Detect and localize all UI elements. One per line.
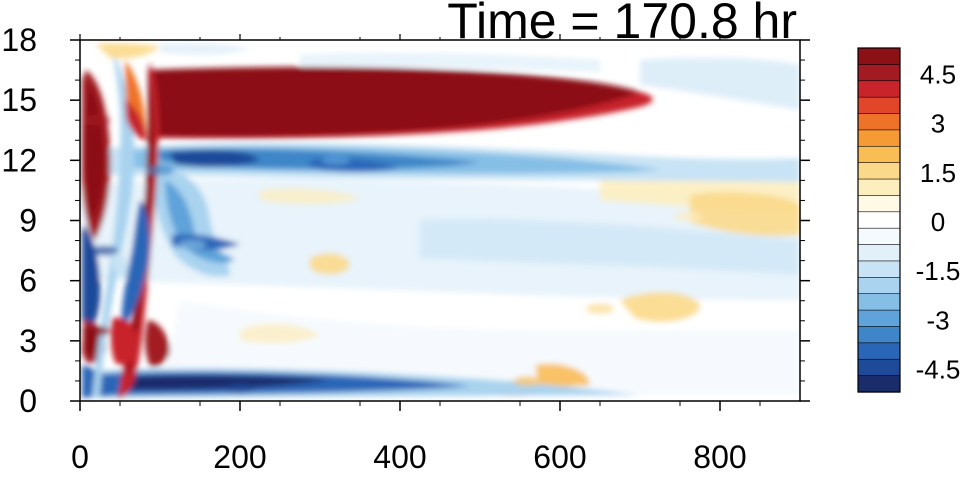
contour-feature — [322, 155, 350, 166]
colorbar-label: -3 — [926, 305, 949, 335]
contour-feature — [674, 211, 702, 222]
colorbar-segment — [857, 64, 901, 82]
plot-area — [80, 40, 800, 401]
colorbar-segment — [857, 277, 901, 295]
contour-feature — [586, 303, 614, 314]
contour-feature — [82, 115, 110, 126]
colorbar-segment — [857, 80, 901, 98]
colorbar-label: -1.5 — [916, 256, 961, 286]
contour-region — [690, 192, 800, 236]
colorbar-label: 3 — [931, 109, 945, 139]
colorbar-segment — [857, 145, 901, 164]
contour-region — [118, 62, 159, 398]
contour-region — [240, 323, 320, 344]
contour-region — [620, 292, 700, 322]
colorbar-segment — [857, 309, 901, 328]
x-tick-label: 600 — [533, 439, 586, 473]
contour-feature — [90, 245, 118, 256]
colorbar-segment — [857, 211, 901, 229]
contour-region — [120, 375, 330, 390]
colorbar-segment — [857, 96, 901, 115]
contour-region — [110, 317, 140, 365]
x-tick-label: 400 — [373, 439, 426, 473]
contour-feature — [146, 165, 174, 176]
colorbar-segment — [857, 342, 901, 360]
contour-region — [121, 200, 150, 330]
colorbar-label: -4.5 — [916, 354, 961, 384]
contour-feature — [386, 95, 414, 106]
x-tick-label: 800 — [693, 439, 746, 473]
colorbar-segment — [857, 113, 901, 131]
contour-region — [96, 43, 160, 59]
contour-region — [82, 225, 101, 330]
colorbar-label: 4.5 — [920, 60, 956, 90]
x-axis: 0 200 400 600 800 — [71, 34, 761, 475]
contour-feature — [82, 325, 110, 336]
colorbar-segment — [857, 178, 901, 197]
y-tick-label: 18 — [1, 22, 37, 58]
contour-feature — [178, 239, 206, 250]
colorbar: 4.5 3 1.5 0 -1.5 -3 -4.5 — [857, 47, 961, 393]
y-tick-label: 15 — [1, 82, 37, 118]
contour-region — [310, 253, 350, 275]
contour-feature — [514, 375, 542, 386]
contour-region — [160, 43, 250, 55]
contour-field — [82, 43, 800, 398]
contour-region — [640, 57, 800, 110]
colorbar-segment — [857, 244, 901, 262]
x-tick-label: 0 — [71, 439, 89, 473]
y-tick-label: 9 — [19, 203, 37, 239]
colorbar-segment — [857, 293, 901, 311]
contour-feature — [226, 383, 254, 394]
colorbar-segment — [857, 375, 901, 393]
contour-region — [112, 250, 128, 277]
colorbar-segment — [857, 47, 901, 65]
chart-title: Time = 170.8 hr — [447, 0, 797, 49]
contour-region — [300, 52, 600, 72]
colorbar-segment — [857, 227, 901, 246]
colorbar-segment — [857, 326, 901, 344]
y-tick-label: 0 — [19, 383, 37, 419]
colorbar-label: 0 — [931, 207, 945, 237]
colorbar-frame — [857, 47, 901, 393]
contour-region — [420, 219, 800, 275]
contour-region — [170, 150, 260, 167]
contour-region — [92, 50, 135, 398]
contour-region — [260, 188, 360, 205]
colorbar-segment — [857, 195, 901, 213]
y-tick-label: 6 — [19, 263, 37, 299]
contour-region — [145, 320, 170, 367]
colorbar-segment — [857, 129, 901, 147]
x-tick-label: 200 — [213, 439, 266, 473]
colorbar-segment — [857, 358, 901, 377]
y-tick-label: 12 — [1, 142, 37, 178]
contour-region — [535, 363, 590, 388]
colorbar-segment — [857, 162, 901, 180]
contour-region — [125, 100, 146, 140]
y-tick-label: 3 — [19, 323, 37, 359]
y-axis: 0 3 6 9 12 15 18 — [1, 22, 810, 419]
colorbar-label: 1.5 — [920, 158, 956, 188]
colorbar-segment — [857, 260, 901, 278]
